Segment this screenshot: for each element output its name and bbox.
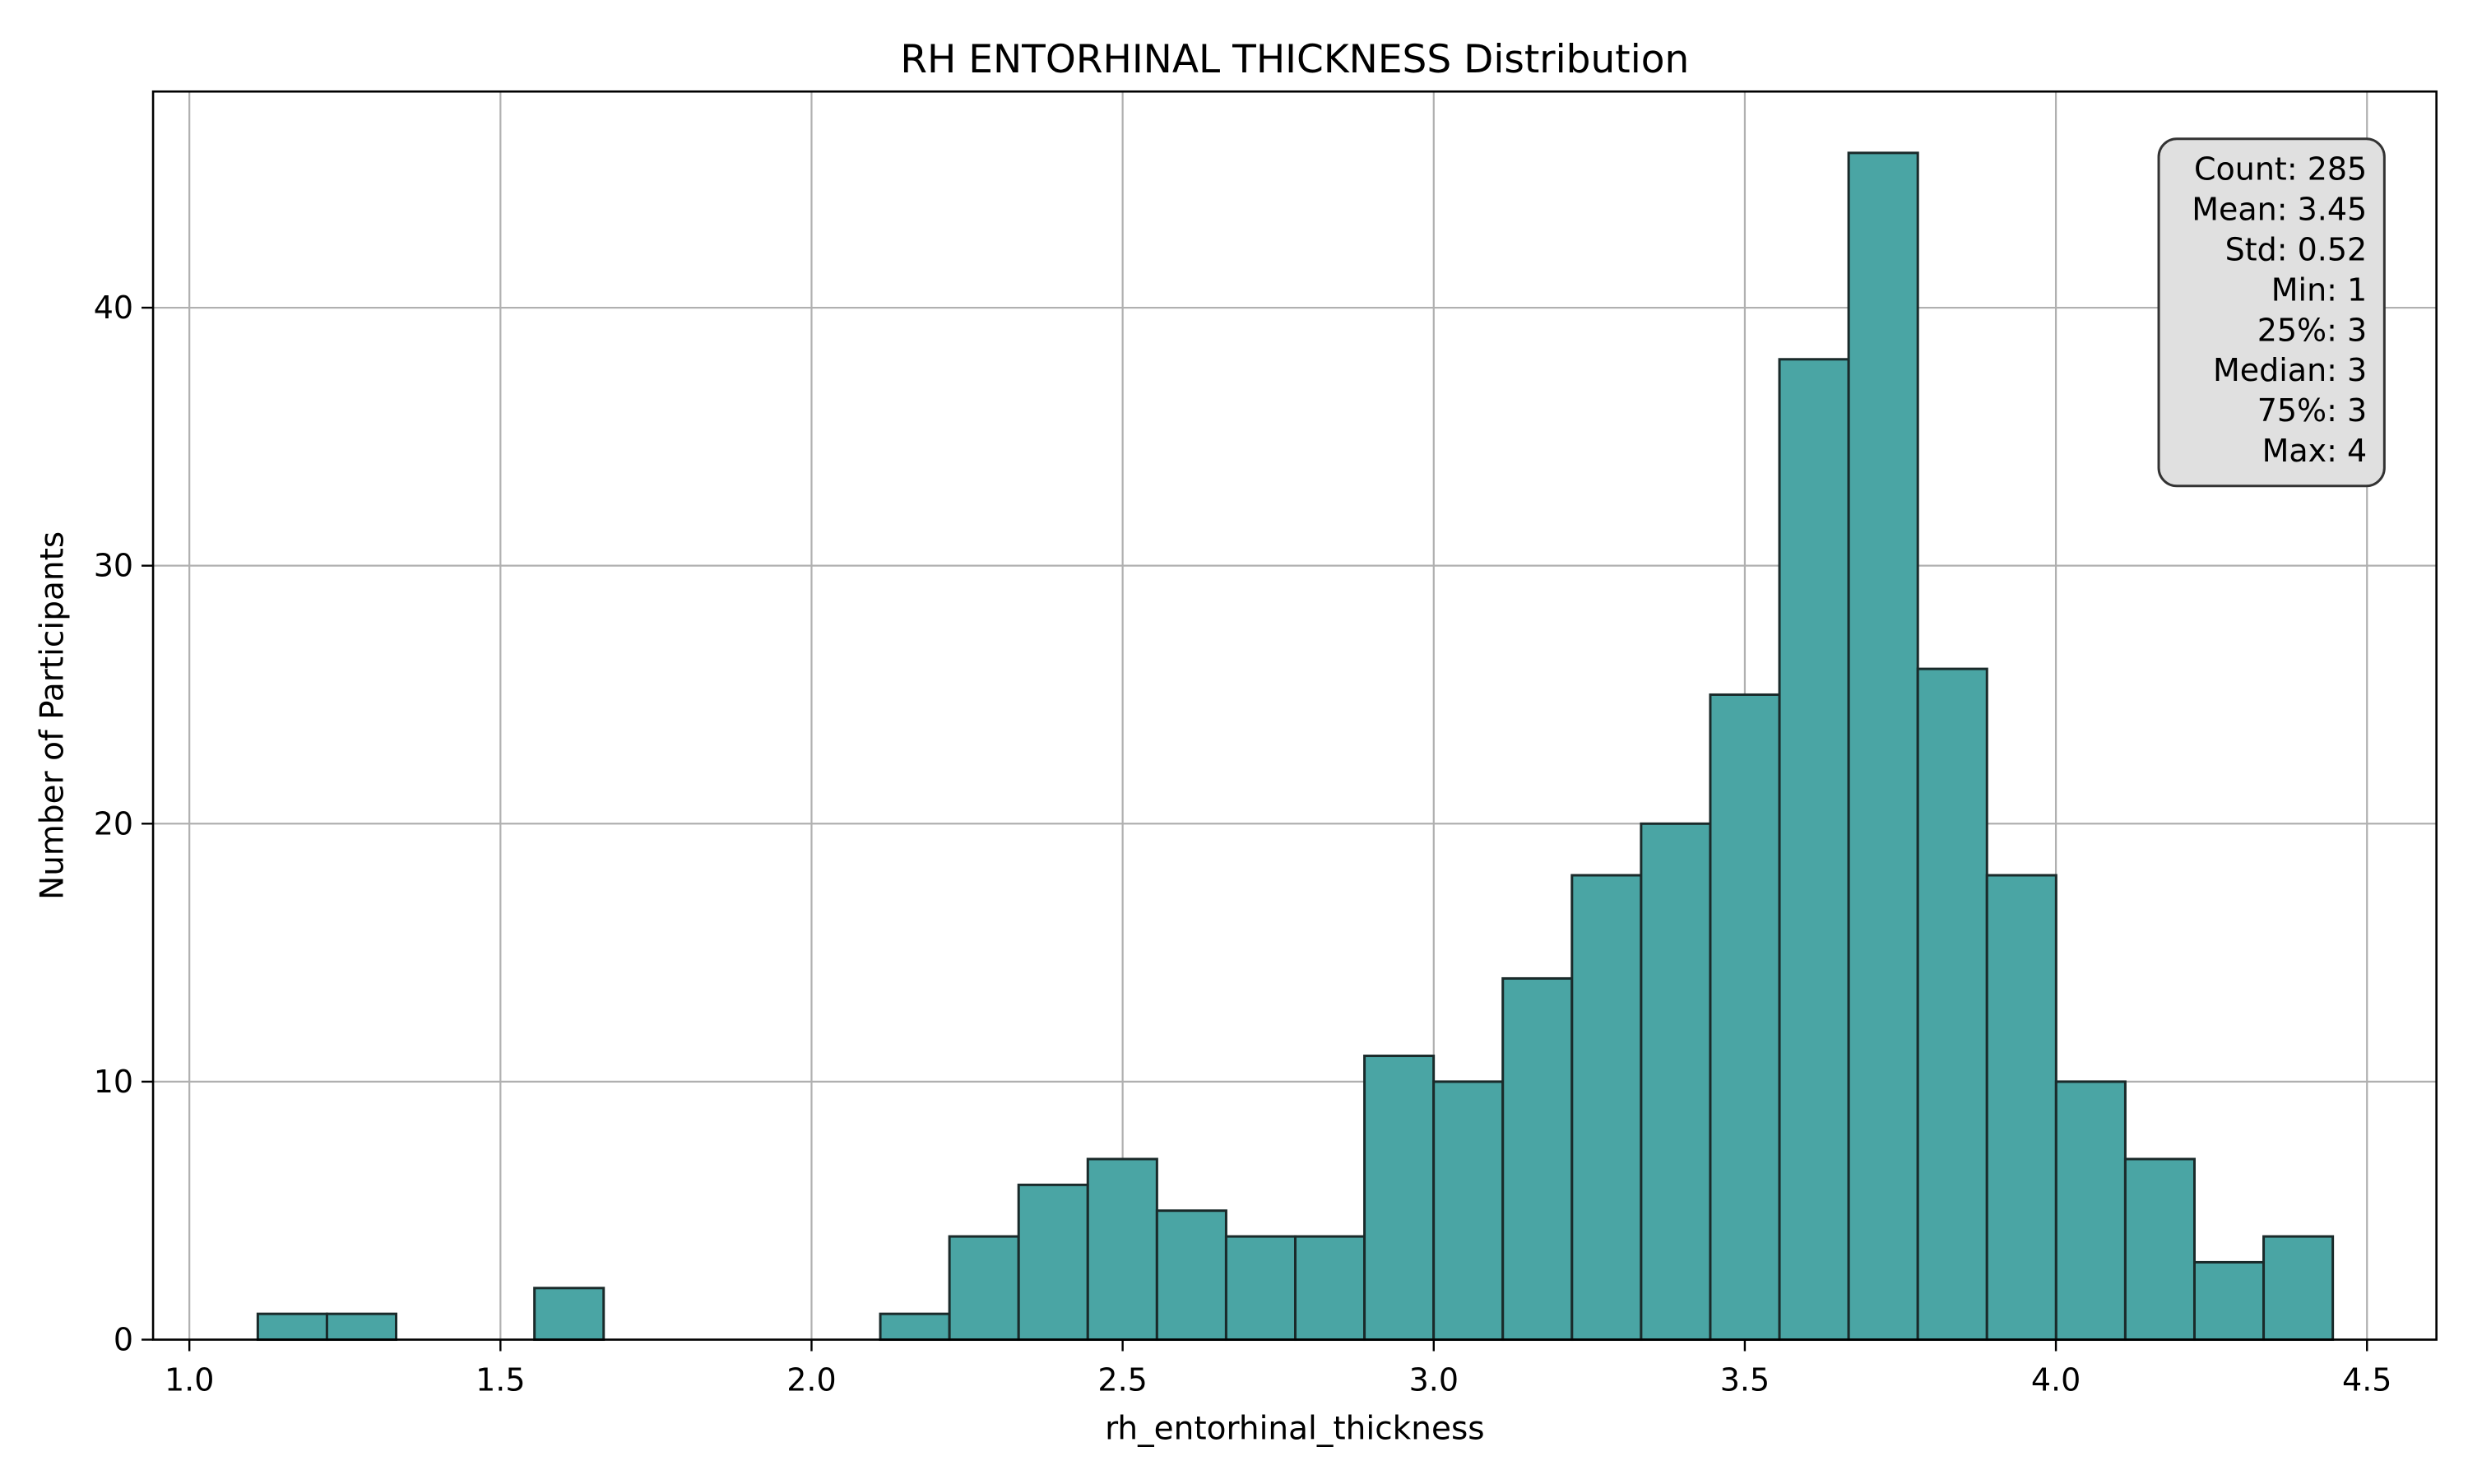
histogram-bar: [1778, 358, 1850, 1342]
histogram-bar: [1985, 874, 2057, 1342]
x-tick-label: 1.5: [476, 1362, 525, 1398]
chart-title: RH ENTORHINAL THICKNESS Distribution: [900, 37, 1689, 82]
x-tick-label: 4.0: [2031, 1362, 2081, 1398]
histogram-bar: [1570, 874, 1643, 1342]
histogram-bar: [2262, 1235, 2335, 1342]
plot-frame: [151, 90, 2438, 1341]
histogram-bar: [1432, 1080, 1505, 1342]
x-tick-label: 2.0: [786, 1362, 836, 1398]
histogram-bar: [325, 1312, 398, 1342]
x-axis-label: rh_entorhinal_thickness: [1105, 1410, 1485, 1447]
histogram-bar: [1017, 1183, 1089, 1342]
histogram-bar: [256, 1312, 328, 1342]
histogram-bar: [1224, 1235, 1297, 1342]
ticks-layer: 1.0 1.5 2.0 2.5 3.0 3.5 4.0 4.5 0 10 20 30 40: [94, 290, 2392, 1398]
histogram-bar: [1294, 1235, 1366, 1342]
x-tick-label: 3.5: [1720, 1362, 1770, 1398]
y-axis-label: Number of Participants: [35, 531, 72, 900]
y-tick-label: 30: [94, 548, 133, 584]
histogram-bar: [1640, 822, 1712, 1342]
bars-layer: [256, 151, 2335, 1342]
histogram-bar: [2123, 1157, 2196, 1342]
histogram-bar: [1916, 667, 1988, 1342]
histogram-bar: [948, 1235, 1020, 1342]
x-tick-label: 2.5: [1097, 1362, 1147, 1398]
stats-box-background: [2157, 137, 2386, 488]
x-tick-label: 3.0: [1409, 1362, 1459, 1398]
histogram-bar: [879, 1312, 951, 1342]
stats-line: 25%: 3: [2257, 312, 2368, 348]
x-tick-label: 4.5: [2342, 1362, 2391, 1398]
histogram-bar: [1847, 151, 1919, 1342]
histogram-bar: [533, 1287, 605, 1342]
y-tick-label: 10: [94, 1064, 133, 1100]
stats-line: Max: 4: [2262, 433, 2368, 469]
stats-line: Min: 1: [2271, 271, 2368, 308]
y-tick-label: 0: [114, 1322, 133, 1358]
stats-line: Count: 285: [2194, 151, 2367, 188]
stats-line: Std: 0.52: [2225, 231, 2368, 267]
histogram-bar: [2054, 1080, 2127, 1342]
y-tick-label: 40: [94, 290, 133, 326]
stats-line: Mean: 3.45: [2192, 192, 2367, 228]
histogram-bar: [1709, 693, 1781, 1342]
histogram-bar: [1501, 976, 1574, 1342]
stats-line: Median: 3: [2213, 352, 2367, 388]
histogram-bar: [1363, 1055, 1436, 1342]
y-tick-label: 20: [94, 805, 133, 842]
histogram-bar: [1155, 1209, 1227, 1342]
histogram-bar: [2192, 1260, 2266, 1342]
stats-line: 75%: 3: [2257, 392, 2368, 429]
x-tick-label: 1.0: [165, 1362, 214, 1398]
histogram-bar: [1086, 1157, 1158, 1342]
